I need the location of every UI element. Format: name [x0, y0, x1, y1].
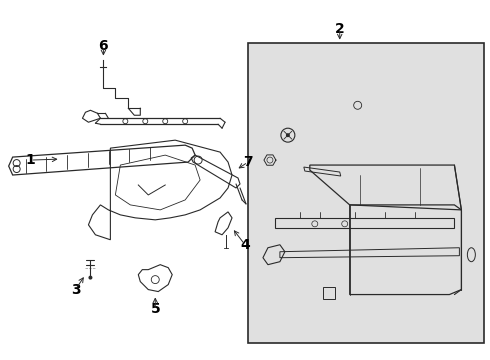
- Circle shape: [89, 276, 93, 280]
- Text: 2: 2: [335, 22, 344, 36]
- Text: 4: 4: [240, 238, 250, 252]
- Bar: [248, 42, 484, 343]
- Text: 3: 3: [71, 283, 80, 297]
- Circle shape: [286, 133, 290, 137]
- Bar: [323, 287, 335, 298]
- Text: 6: 6: [98, 39, 108, 53]
- Text: 1: 1: [26, 153, 35, 167]
- Text: 5: 5: [150, 302, 160, 316]
- Text: 7: 7: [243, 155, 253, 169]
